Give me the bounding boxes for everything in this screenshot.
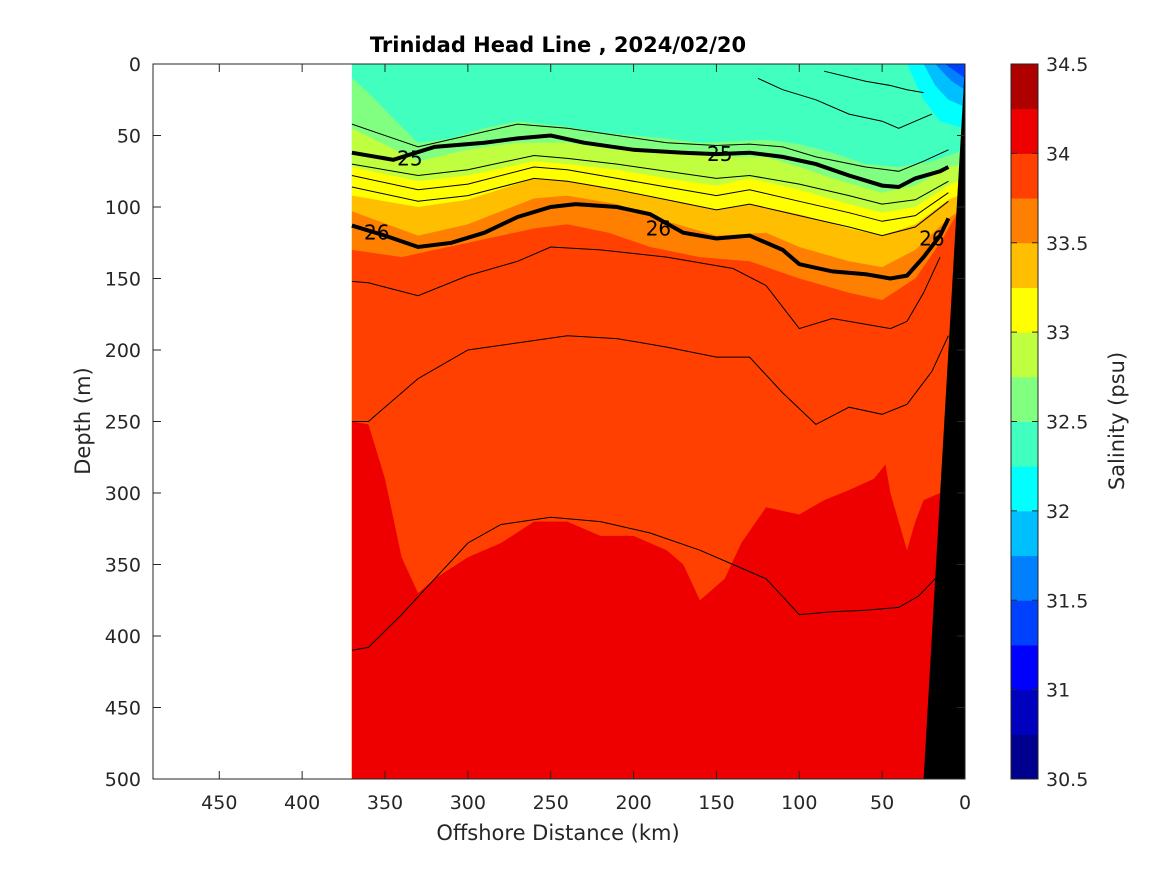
x-axis-label: Offshore Distance (km)	[436, 821, 679, 845]
colorbar-segment	[1011, 689, 1038, 735]
colorbar-segment	[1011, 332, 1038, 378]
colorbar-tick-label: 32	[1046, 501, 1070, 523]
chart-title: Trinidad Head Line , 2024/02/20	[370, 33, 746, 57]
colorbar-segment	[1011, 376, 1038, 422]
thin-contour-4	[351, 246, 941, 330]
colorbar-segment	[1011, 421, 1038, 467]
y-axis-label: Depth (m)	[71, 367, 95, 474]
salinity-colorbar: 30.5 31 31.5 32 32.5 33 33.5 34 34.5	[1010, 54, 1088, 791]
x-tick-label: 150	[698, 792, 734, 814]
contour-label-25: 25	[707, 142, 732, 166]
y-tick-label: 50	[117, 126, 141, 148]
thin-contour-1	[351, 154, 949, 205]
colorbar-tick-label: 30.5	[1046, 769, 1088, 791]
y-tick-label: 350	[105, 555, 141, 577]
x-tick-label: 200	[615, 792, 651, 814]
y-tick-label: 250	[105, 412, 141, 434]
colorbar-tick-label: 33.5	[1046, 233, 1088, 255]
continental-shelf	[923, 64, 965, 779]
x-axis-ticks: 450 400 350 300 250 200 150 100 50 0	[201, 64, 971, 814]
colorbar-tick-label: 32.5	[1046, 412, 1088, 434]
colorbar-segment	[1011, 734, 1038, 780]
y-tick-label: 400	[105, 626, 141, 648]
x-tick-label: 0	[959, 792, 971, 814]
colorbar-segment	[1011, 555, 1038, 601]
thin-contour-3	[351, 177, 949, 237]
colorbar-tick-label: 31.5	[1046, 590, 1088, 612]
y-tick-label: 100	[105, 197, 141, 219]
x-tick-label: 450	[201, 792, 237, 814]
colorbar-tick-label: 34.5	[1046, 54, 1088, 76]
colorbar-segment	[1011, 153, 1038, 199]
colorbar-segment	[1011, 466, 1038, 512]
y-tick-label: 0	[129, 54, 141, 76]
bold-isopycnal-contours: 25 25 26 26 26	[351, 133, 951, 281]
colorbar-label: Salinity (psu)	[1105, 352, 1129, 490]
thin-contour-8	[823, 70, 924, 94]
y-tick-label: 150	[105, 269, 141, 291]
thin-contour-2	[351, 166, 949, 222]
contour-label-26: 26	[646, 216, 671, 240]
x-tick-label: 250	[533, 792, 569, 814]
colorbar-segment	[1011, 242, 1038, 288]
x-tick-label: 350	[367, 792, 403, 814]
salinity-fill-layers	[351, 64, 965, 779]
colorbar-tick-label: 33	[1046, 322, 1070, 344]
thin-contour-7	[757, 77, 933, 129]
thin-isopycnal-contours	[351, 70, 949, 651]
seafloor-shelf	[923, 64, 965, 779]
colorbar-segment	[1011, 287, 1038, 333]
colorbar-segment	[1011, 198, 1038, 244]
thin-contour-0	[351, 123, 949, 172]
y-tick-label: 200	[105, 340, 141, 362]
contour-label-26: 26	[919, 226, 944, 250]
salinity-layer-7	[351, 421, 965, 779]
colorbar-segment	[1011, 600, 1038, 646]
y-tick-label: 500	[105, 769, 141, 791]
contour-label-25: 25	[397, 146, 422, 170]
y-tick-label: 450	[105, 698, 141, 720]
contour-label-26: 26	[364, 221, 389, 245]
colorbar-tick-label: 31	[1046, 680, 1070, 702]
colorbar-segment	[1011, 108, 1038, 154]
y-axis-ticks: 0 50 100 150 200 250 300 350 400 450 500	[105, 54, 965, 791]
x-tick-label: 300	[450, 792, 486, 814]
colorbar-segment	[1011, 510, 1038, 557]
bold-contour-25	[351, 133, 950, 190]
colorbar-segment	[1011, 64, 1038, 110]
y-tick-label: 300	[105, 483, 141, 505]
x-tick-label: 400	[284, 792, 320, 814]
thin-contour-5	[351, 335, 949, 426]
nearshore-fresh-layer-3	[945, 64, 965, 79]
thin-contour-6	[351, 516, 936, 651]
x-tick-label: 100	[781, 792, 817, 814]
colorbar-tick-label: 34	[1046, 143, 1070, 165]
bold-contour-26	[351, 202, 951, 281]
colorbar-segment	[1011, 644, 1038, 691]
x-tick-label: 50	[870, 792, 894, 814]
